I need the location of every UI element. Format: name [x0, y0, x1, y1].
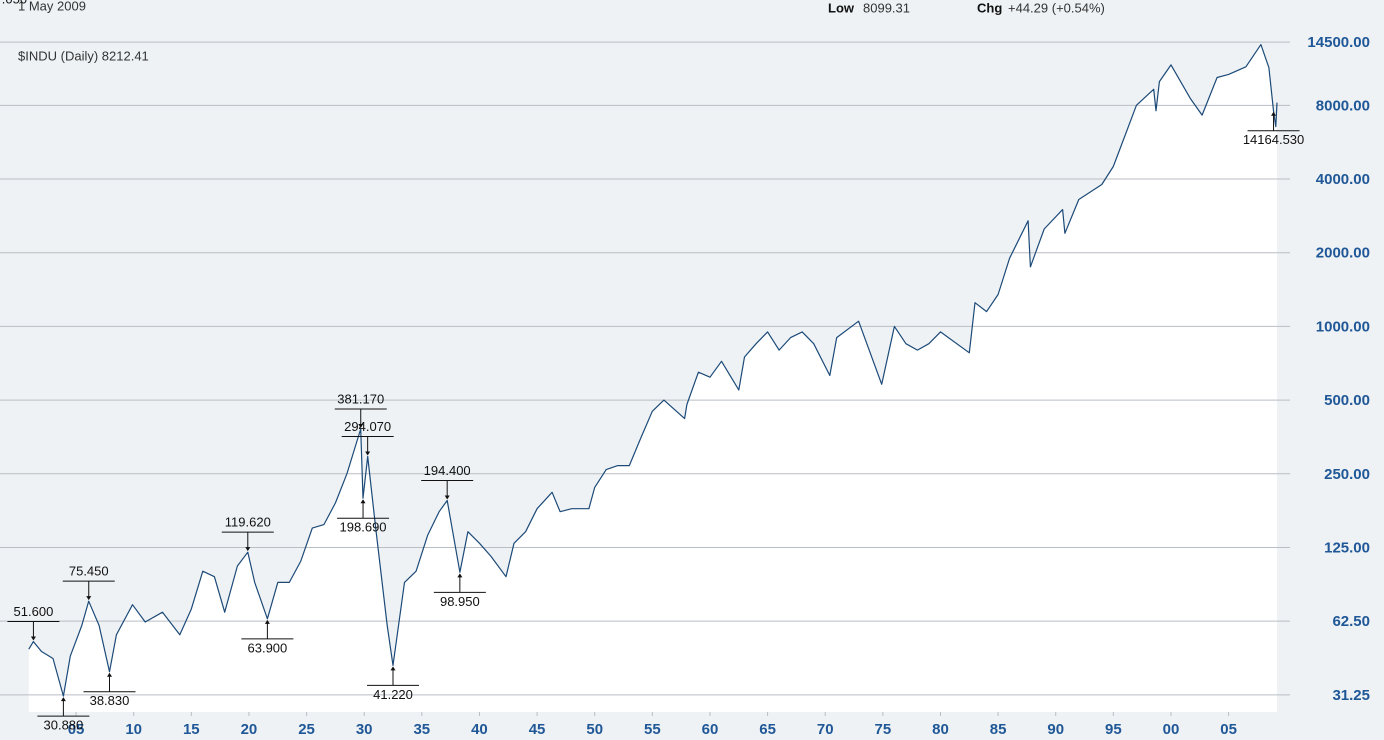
annotation-label: 6547.050 — [0, 0, 27, 6]
annotation-label: 119.620 — [225, 515, 271, 530]
annotation-label: 14164.530 — [1243, 132, 1304, 147]
y-tick-label: 31.25 — [1332, 687, 1370, 704]
annotation-arrowhead — [245, 547, 251, 552]
legend: $INDU (Daily) 8212.41 — [18, 48, 149, 63]
x-tick-label: 30 — [356, 721, 373, 738]
x-tick-label: 25 — [298, 721, 315, 738]
area — [28, 44, 1277, 713]
annotation-arrowhead — [1271, 111, 1277, 116]
annotation-arrowhead — [106, 672, 112, 677]
x-tick-label: 95 — [1105, 721, 1122, 738]
x-tick-label: 75 — [874, 721, 891, 738]
x-tick-label: 10 — [125, 721, 142, 738]
annotation-arrowhead — [444, 495, 450, 500]
x-tick-label: 40 — [471, 721, 488, 738]
y-tick-label: 2000.00 — [1316, 245, 1370, 262]
x-tick-label: 45 — [529, 721, 546, 738]
annotation-arrowhead — [360, 499, 366, 504]
annotation-label: 381.170 — [337, 391, 384, 406]
x-tick-label: 20 — [241, 721, 258, 738]
stat-value: 8099.31 — [863, 0, 910, 15]
y-tick-label: 62.50 — [1332, 613, 1370, 630]
x-tick-label: 35 — [413, 721, 430, 738]
annotation-arrowhead — [86, 596, 92, 601]
annotation-label: 98.950 — [440, 594, 480, 609]
stat-label: Chg — [977, 0, 1002, 15]
annotation-label: 41.220 — [373, 687, 413, 702]
x-tick-label: 60 — [702, 721, 719, 738]
y-tick-label: 125.00 — [1324, 539, 1370, 556]
annotation-label: 51.600 — [14, 604, 54, 619]
x-tick-label: 85 — [990, 721, 1007, 738]
annotation-label: 30.880 — [44, 718, 84, 733]
y-tick-label: 1000.00 — [1316, 318, 1370, 335]
x-tick-label: 00 — [1163, 721, 1180, 738]
x-tick-label: 55 — [644, 721, 661, 738]
annotation-label: 198.690 — [340, 520, 387, 535]
annotation-arrowhead — [264, 619, 270, 624]
x-tick-label: 05 — [1220, 721, 1237, 738]
annotation-arrowhead — [390, 666, 396, 671]
annotation-label: 194.400 — [424, 463, 471, 478]
x-tick-label: 15 — [183, 721, 200, 738]
annotation-arrowhead — [457, 573, 463, 578]
x-tick-label: 05 — [68, 721, 85, 738]
y-tick-label: 4000.00 — [1316, 171, 1370, 188]
y-tick-label: 8000.00 — [1316, 97, 1370, 114]
y-tick-label: 250.00 — [1324, 466, 1370, 483]
y-tick-label: 14500.00 — [1307, 34, 1370, 51]
stat-label: Low — [828, 0, 855, 15]
x-tick-label: 70 — [817, 721, 834, 738]
line — [28, 44, 1278, 697]
annotation-label: 294.070 — [344, 419, 391, 434]
annotation-arrowhead — [60, 697, 66, 702]
annotation-label: 38.830 — [90, 693, 130, 708]
x-tick-label: 50 — [586, 721, 603, 738]
date: 1 May 2009 — [18, 0, 86, 13]
annotation-label: 75.450 — [69, 564, 109, 579]
stat-value: +44.29 (+0.54%) — [1008, 0, 1105, 15]
annotation-arrowhead — [365, 451, 371, 456]
x-tick-label: 90 — [1047, 721, 1064, 738]
annotation-label: 63.900 — [248, 640, 288, 655]
annotation-arrowhead — [358, 423, 364, 428]
annotation-arrowhead — [30, 636, 36, 641]
x-tick-label: 80 — [932, 721, 949, 738]
y-tick-label: 500.00 — [1324, 392, 1370, 409]
x-tick-label: 65 — [759, 721, 776, 738]
